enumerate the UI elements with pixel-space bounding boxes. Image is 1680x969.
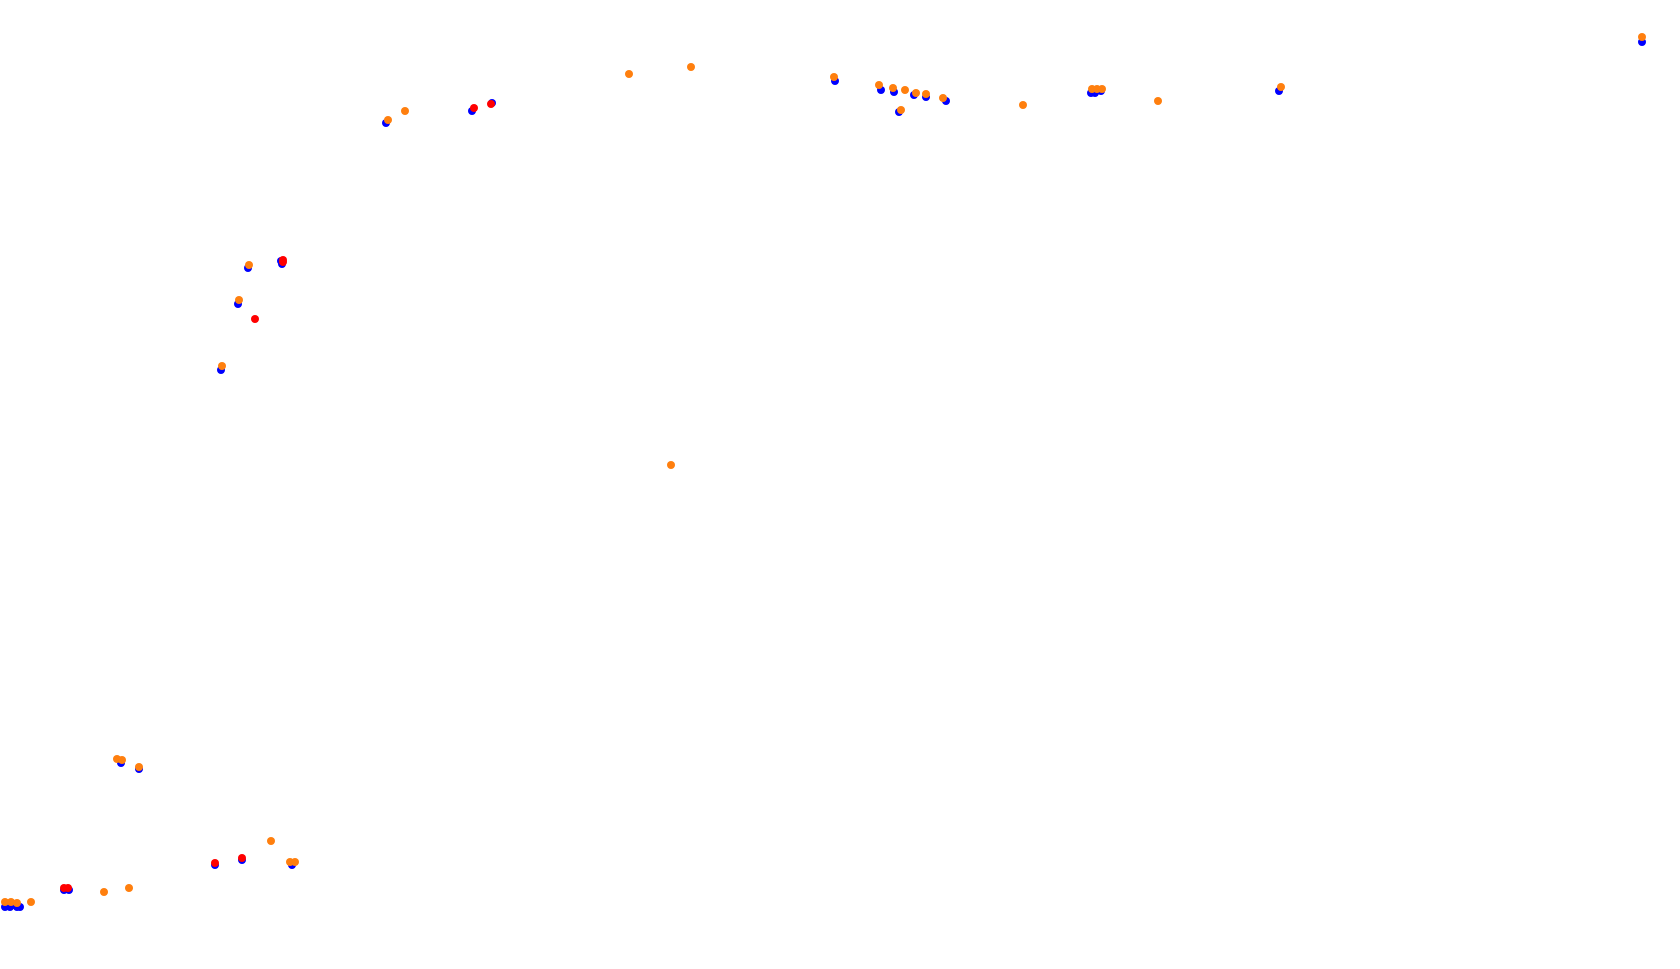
scatter-point-series-3-10	[118, 756, 126, 764]
scatter-point-series-3-3	[625, 70, 633, 78]
scatter-point-series-3-33	[1154, 97, 1162, 105]
scatter-point-series-3-22	[875, 81, 883, 89]
scatter-point-series-3-29	[1019, 101, 1027, 109]
scatter-point-series-3-11	[135, 763, 143, 771]
scatter-point-series-3-18	[27, 898, 35, 906]
scatter-point-series-2-4	[279, 258, 287, 266]
scatter-point-series-3-35	[1638, 33, 1646, 41]
scatter-point-series-3-14	[291, 858, 299, 866]
scatter-point-series-2-7	[238, 854, 246, 862]
scatter-point-series-3-5	[245, 261, 253, 269]
scatter-point-series-3-25	[912, 89, 920, 97]
scatter-point-series-3-32	[1098, 85, 1106, 93]
scatter-point-series-3-23	[889, 84, 897, 92]
scatter-point-series-3-6	[235, 296, 243, 304]
scatter-point-series-3-20	[125, 884, 133, 892]
scatter-point-series-2-1	[470, 104, 478, 112]
scatter-point-series-2-5	[251, 315, 259, 323]
scatter-point-series-3-12	[267, 837, 275, 845]
scatter-points-group	[1, 33, 1646, 911]
scatter-point-series-3-27	[897, 106, 905, 114]
scatter-point-series-3-16	[7, 898, 15, 906]
scatter-point-series-2-9	[64, 884, 72, 892]
scatter-point-series-3-17	[13, 899, 21, 907]
scatter-point-series-2-6	[211, 859, 219, 867]
scatter-point-series-3-8	[667, 461, 675, 469]
scatter-point-series-3-21	[830, 73, 838, 81]
scatter-point-series-3-15	[1, 898, 9, 906]
scatter-point-series-3-7	[218, 362, 226, 370]
scatter-point-series-3-2	[401, 107, 409, 115]
scatter-point-series-3-1	[384, 116, 392, 124]
scatter-point-series-3-28	[939, 94, 947, 102]
scatter-point-series-3-34	[1277, 83, 1285, 91]
scatter-point-series-3-4	[687, 63, 695, 71]
scatter-point-series-3-24	[901, 86, 909, 94]
scatter-point-series-2-2	[487, 100, 495, 108]
scatter-point-series-3-26	[922, 90, 930, 98]
scatter-point-series-3-19	[100, 888, 108, 896]
